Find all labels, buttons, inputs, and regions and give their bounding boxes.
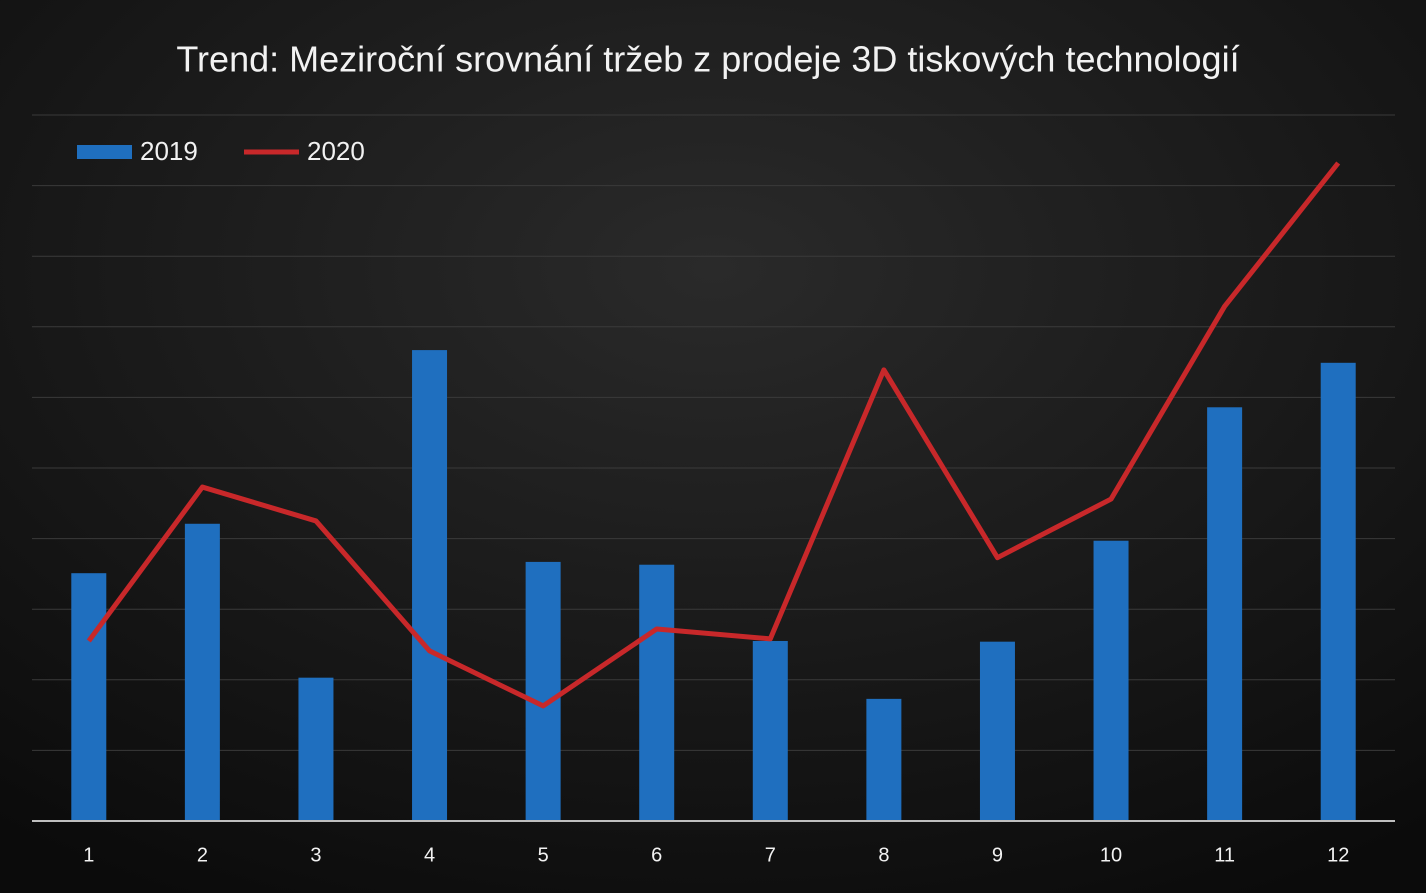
x-tick-label: 5: [538, 844, 549, 866]
bar: [184, 523, 220, 821]
bar: [1093, 540, 1129, 821]
legend-label: 2020: [307, 136, 365, 166]
bar: [1207, 407, 1243, 821]
bar: [1320, 362, 1356, 821]
x-tick-label: 8: [878, 844, 889, 866]
x-tick-label: 2: [197, 844, 208, 866]
bar: [639, 564, 675, 821]
bar: [298, 677, 334, 821]
x-tick-label: 10: [1100, 844, 1122, 866]
x-tick-label: 7: [765, 844, 776, 866]
x-tick-label: 12: [1327, 844, 1349, 866]
x-tick-label: 3: [310, 844, 321, 866]
x-tick-label: 1: [83, 844, 94, 866]
bar: [71, 573, 107, 821]
legend-swatch: [77, 145, 132, 159]
bar: [525, 561, 561, 821]
x-tick-label: 6: [651, 844, 662, 866]
bar: [979, 641, 1015, 821]
line: [86, 161, 1341, 709]
x-tick-label: 11: [1214, 844, 1235, 866]
bar: [412, 350, 448, 821]
bar: [752, 640, 788, 821]
x-tick-label: 4: [424, 844, 435, 866]
bar: [866, 698, 902, 821]
x-tick-label: 9: [992, 844, 1003, 866]
legend-label: 2019: [140, 136, 198, 166]
chart-title: Trend: Meziroční srovnání tržeb z prodej…: [176, 39, 1239, 80]
